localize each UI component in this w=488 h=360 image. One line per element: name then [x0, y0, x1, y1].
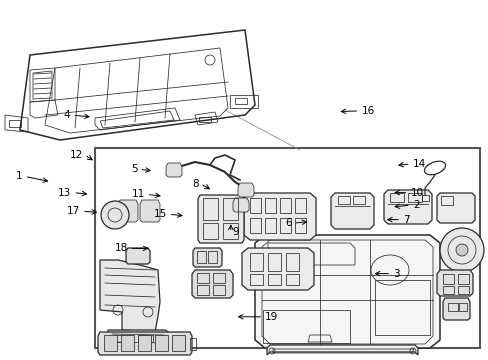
Polygon shape: [254, 235, 439, 348]
Bar: [197, 273, 208, 283]
Bar: [249, 253, 263, 271]
Bar: [155, 335, 168, 351]
Bar: [458, 303, 466, 311]
Bar: [104, 335, 117, 351]
Bar: [447, 303, 457, 311]
Bar: [421, 195, 428, 201]
Bar: [213, 285, 224, 295]
Text: 6: 6: [284, 218, 291, 228]
Text: 1: 1: [16, 171, 22, 181]
Text: 5: 5: [130, 164, 137, 174]
Bar: [199, 117, 210, 122]
Circle shape: [455, 244, 467, 256]
Text: 14: 14: [412, 159, 425, 169]
Polygon shape: [232, 198, 248, 212]
Bar: [285, 274, 298, 285]
Bar: [407, 193, 421, 202]
Polygon shape: [383, 190, 431, 224]
Bar: [285, 253, 298, 271]
Bar: [197, 285, 208, 295]
Text: 16: 16: [361, 106, 374, 116]
Bar: [440, 196, 452, 205]
Bar: [249, 218, 261, 233]
Bar: [249, 198, 261, 213]
Bar: [172, 335, 184, 351]
Bar: [9, 120, 21, 127]
Bar: [115, 335, 130, 342]
Text: 4: 4: [63, 110, 70, 120]
Bar: [203, 198, 218, 220]
Bar: [213, 273, 224, 283]
Bar: [352, 196, 364, 204]
Bar: [442, 274, 453, 284]
Text: 18: 18: [114, 243, 127, 253]
Bar: [190, 338, 196, 350]
Bar: [267, 253, 281, 271]
Bar: [207, 251, 217, 263]
Polygon shape: [192, 270, 232, 298]
Bar: [389, 193, 403, 202]
Polygon shape: [98, 332, 192, 355]
Bar: [337, 196, 349, 204]
Polygon shape: [126, 248, 150, 264]
Bar: [442, 286, 453, 294]
Text: 13: 13: [58, 188, 71, 198]
Text: 11: 11: [131, 189, 144, 199]
Text: 10: 10: [409, 188, 423, 198]
Bar: [121, 335, 134, 351]
Text: 8: 8: [191, 179, 198, 189]
Bar: [197, 251, 205, 263]
Text: 12: 12: [69, 150, 82, 160]
Bar: [457, 274, 468, 284]
Text: 3: 3: [392, 269, 399, 279]
Text: 17: 17: [67, 206, 80, 216]
Polygon shape: [436, 193, 474, 223]
Bar: [264, 198, 275, 213]
Polygon shape: [193, 248, 222, 267]
Bar: [280, 218, 290, 233]
Circle shape: [101, 201, 129, 229]
Bar: [235, 98, 246, 104]
Polygon shape: [118, 200, 138, 222]
Bar: [95, 148, 479, 348]
Polygon shape: [442, 298, 469, 320]
Bar: [280, 198, 290, 213]
Circle shape: [439, 228, 483, 272]
Polygon shape: [238, 183, 253, 197]
Polygon shape: [140, 200, 160, 222]
Text: 7: 7: [402, 215, 409, 225]
Text: 19: 19: [264, 312, 278, 322]
Bar: [294, 218, 305, 233]
Bar: [294, 198, 305, 213]
Polygon shape: [266, 345, 417, 355]
Bar: [249, 274, 263, 285]
Bar: [138, 335, 153, 342]
Bar: [203, 223, 218, 239]
Bar: [223, 198, 238, 220]
Text: 9: 9: [232, 227, 239, 237]
Polygon shape: [244, 193, 315, 240]
Polygon shape: [330, 193, 373, 229]
Polygon shape: [165, 163, 182, 177]
Polygon shape: [108, 330, 168, 352]
Bar: [457, 286, 468, 294]
Bar: [267, 274, 281, 285]
Bar: [264, 218, 275, 233]
Bar: [223, 223, 238, 239]
Polygon shape: [242, 248, 313, 290]
Text: 2: 2: [412, 200, 419, 210]
Polygon shape: [198, 195, 244, 243]
Polygon shape: [100, 260, 160, 332]
Polygon shape: [436, 270, 472, 296]
Text: 15: 15: [153, 209, 166, 219]
Bar: [138, 335, 151, 351]
